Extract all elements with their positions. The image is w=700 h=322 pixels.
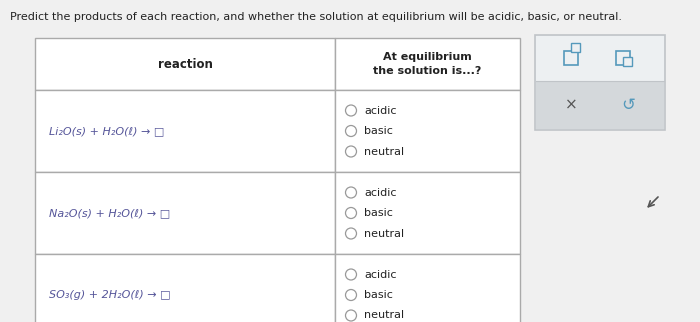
- Text: Na₂O(s) + H₂O(ℓ) → □: Na₂O(s) + H₂O(ℓ) → □: [49, 208, 170, 218]
- Bar: [335, 90, 520, 172]
- Text: neutral: neutral: [364, 147, 404, 156]
- Bar: [35, 38, 335, 90]
- Bar: [571, 43, 580, 52]
- Bar: [536, 36, 664, 80]
- Text: acidic: acidic: [364, 270, 396, 279]
- Text: acidic: acidic: [364, 106, 396, 116]
- Text: neutral: neutral: [364, 229, 404, 239]
- Text: acidic: acidic: [364, 187, 396, 197]
- Text: basic: basic: [364, 126, 393, 136]
- Text: basic: basic: [364, 208, 393, 218]
- Bar: [335, 38, 520, 90]
- Bar: [35, 172, 335, 254]
- Text: basic: basic: [364, 290, 393, 300]
- Text: ×: ×: [565, 98, 578, 113]
- Text: reaction: reaction: [158, 58, 212, 71]
- Bar: [35, 90, 335, 172]
- Bar: [35, 254, 335, 322]
- Bar: [624, 57, 632, 66]
- Bar: [535, 35, 665, 130]
- Bar: [617, 51, 631, 65]
- Bar: [335, 254, 520, 322]
- Text: At equilibrium
the solution is...?: At equilibrium the solution is...?: [373, 52, 482, 76]
- Text: Predict the products of each reaction, and whether the solution at equilibrium w: Predict the products of each reaction, a…: [10, 12, 622, 22]
- Text: Li₂O(s) + H₂O(ℓ) → □: Li₂O(s) + H₂O(ℓ) → □: [49, 126, 164, 136]
- Text: neutral: neutral: [364, 310, 404, 320]
- Bar: [536, 80, 664, 129]
- Bar: [335, 172, 520, 254]
- Text: ↺: ↺: [622, 96, 636, 114]
- Text: SO₃(g) + 2H₂O(ℓ) → □: SO₃(g) + 2H₂O(ℓ) → □: [49, 290, 171, 300]
- Bar: [564, 51, 578, 65]
